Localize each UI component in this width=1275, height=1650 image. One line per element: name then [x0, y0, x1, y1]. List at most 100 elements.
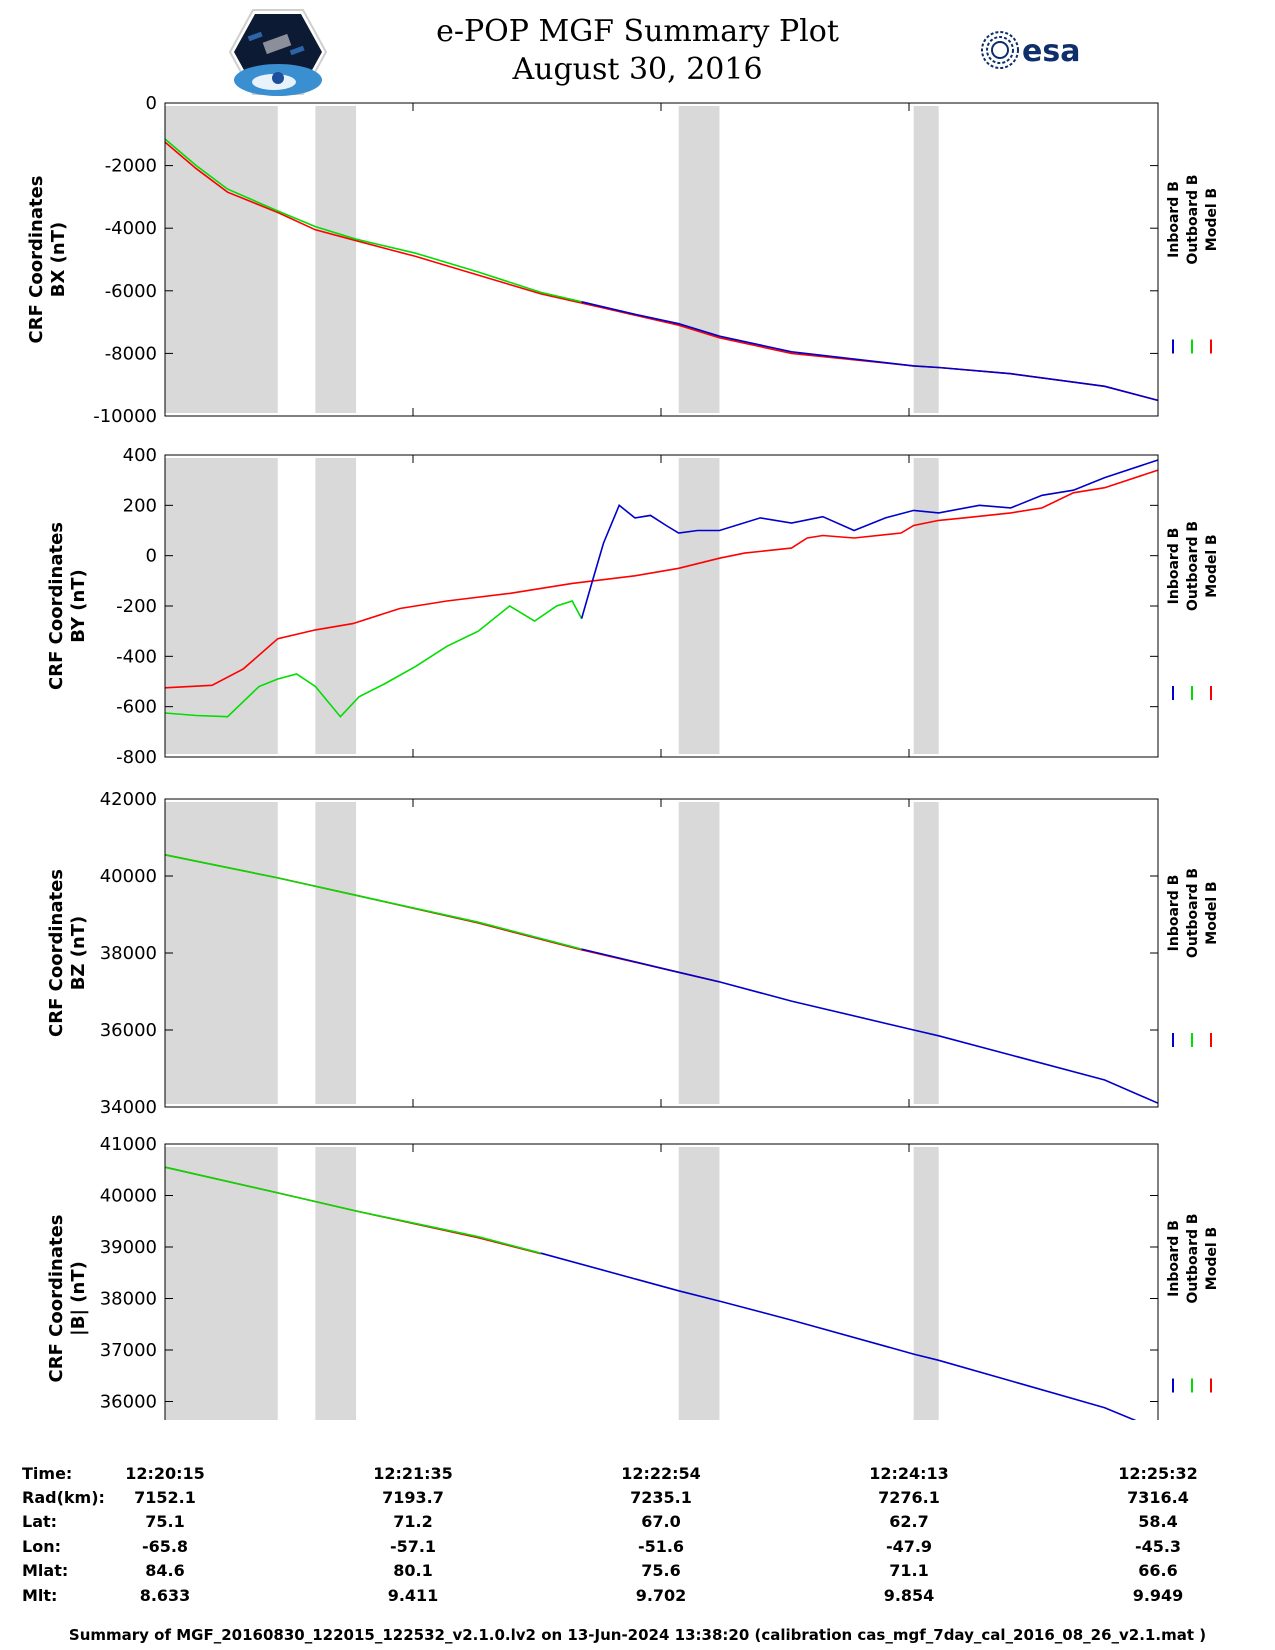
- ytick-label: -2000: [105, 156, 157, 177]
- file-caption: Summary of MGF_20160830_122015_122532_v2…: [68, 1626, 1207, 1644]
- ephemeris-cell: 67.0: [641, 1512, 681, 1531]
- ephemeris-cell: -45.3: [1134, 1537, 1182, 1556]
- plot-frame-4: [164, 1143, 1159, 1420]
- shaded-interval-3-2: [315, 802, 357, 1104]
- shaded-interval-1-4: [913, 106, 939, 413]
- ephemeris-cell: -47.9: [885, 1537, 933, 1556]
- y-axis-label-line: BX (nT): [48, 222, 69, 297]
- series-inboard-b-line-4: [540, 1252, 1137, 1420]
- ytick-label: 42000: [100, 789, 157, 810]
- legend-label: Outboard B: [1185, 521, 1201, 611]
- shaded-interval-2-3: [678, 458, 720, 754]
- ephemeris-cell: 84.6: [145, 1561, 185, 1580]
- shaded-interval-1-3: [678, 106, 720, 413]
- series-inboard-b-line-3: [581, 948, 1159, 1104]
- row-label-time: Time:: [22, 1464, 73, 1483]
- ytick-label: 34000: [100, 1097, 157, 1118]
- y-axis-label: CRF CoordinatesBY (nT): [46, 522, 89, 690]
- ephemeris-cell: 58.4: [1138, 1512, 1178, 1531]
- ephemeris-cell: 7152.1: [134, 1488, 196, 1507]
- ytick-label: 40000: [100, 866, 157, 887]
- ephemeris-cell: 62.7: [889, 1512, 929, 1531]
- shaded-interval-1-2: [315, 106, 357, 413]
- ephemeris-cell: 9.702: [635, 1586, 687, 1605]
- ephemeris-cell: 12:24:13: [869, 1464, 949, 1483]
- row-label-lat: Lat:: [22, 1512, 58, 1531]
- ytick-label: -8000: [105, 343, 157, 364]
- y-axis-label-line: CRF Coordinates: [46, 1215, 67, 1383]
- ephemeris-cell: 7235.1: [630, 1488, 692, 1507]
- ephemeris-cell: 7193.7: [382, 1488, 444, 1507]
- legend-label: Model B: [1204, 534, 1220, 597]
- shaded-interval-3-1: [165, 802, 278, 1104]
- ytick-label: 0: [146, 546, 157, 567]
- series-outboard-b-line-3: [164, 854, 582, 950]
- ephemeris-cell: -57.1: [389, 1537, 437, 1556]
- legend-label: Model B: [1204, 881, 1220, 944]
- plot-title: e-POP MGF Summary Plot: [436, 14, 839, 49]
- shaded-interval-4-4: [913, 1147, 939, 1420]
- legend-label: Outboard B: [1185, 868, 1201, 958]
- ytick-label: 0: [146, 93, 157, 114]
- y-axis-label: CRF CoordinatesBZ (nT): [46, 869, 89, 1037]
- y-axis-label-line: CRF Coordinates: [46, 869, 67, 1037]
- shaded-interval-1-1: [165, 106, 278, 413]
- row-label-radius: Rad(km):: [22, 1488, 105, 1507]
- shaded-interval-4-3: [678, 1147, 720, 1420]
- legend-label: Inboard B: [1166, 528, 1182, 605]
- cassiope-logo-icon: [228, 9, 328, 96]
- ephemeris-cell: 7276.1: [878, 1488, 940, 1507]
- row-label-mlt: Mlt:: [22, 1586, 58, 1605]
- series-outboard-b-line-2: [164, 600, 583, 718]
- ephemeris-cell: 12:22:54: [621, 1464, 701, 1483]
- ytick-label: 38000: [100, 943, 157, 964]
- legend-label: Outboard B: [1185, 1213, 1201, 1303]
- legend-label: Inboard B: [1166, 1220, 1182, 1297]
- ytick-label: -4000: [105, 218, 157, 239]
- ephemeris-cell: 9.411: [387, 1586, 439, 1605]
- ephemeris-cell: 12:20:15: [125, 1464, 205, 1483]
- ephemeris-cell: 9.949: [1132, 1586, 1184, 1605]
- y-axis-label-line: BZ (nT): [68, 916, 89, 991]
- esa-logo-text: esa: [1022, 34, 1080, 69]
- ytick-label: -6000: [105, 281, 157, 302]
- plot-frame-2: [164, 454, 1159, 758]
- ytick-label: 36000: [100, 1020, 157, 1041]
- series-model-b-line-1: [164, 141, 1159, 402]
- series-outboard-b-line-4: [164, 1166, 542, 1254]
- legend-label: Model B: [1204, 188, 1220, 251]
- ephemeris-cell: 12:25:32: [1118, 1464, 1198, 1483]
- ephemeris-cell: 75.6: [641, 1561, 681, 1580]
- y-axis-label-line: CRF Coordinates: [26, 176, 47, 344]
- legend-label: Model B: [1204, 1227, 1220, 1290]
- esa-logo: esa: [981, 31, 1080, 69]
- y-axis-label: CRF Coordinates|B| (nT): [46, 1215, 89, 1383]
- y-axis-label-line: BY (nT): [68, 569, 89, 643]
- shaded-interval-2-1: [165, 458, 278, 754]
- ytick-label: 39000: [100, 1237, 157, 1258]
- ytick-label: -400: [116, 646, 157, 667]
- ephemeris-cell: 7316.4: [1127, 1488, 1189, 1507]
- ytick-label: 40000: [100, 1186, 157, 1207]
- series-outboard-b-line-1: [164, 138, 582, 303]
- ytick-label: 36000: [100, 1392, 157, 1413]
- esa-swirl-icon: [981, 31, 1019, 69]
- ytick-label: 400: [123, 445, 157, 466]
- legend-label: Inboard B: [1166, 181, 1182, 258]
- shaded-interval-2-4: [913, 458, 939, 754]
- ephemeris-cell: -51.6: [637, 1537, 685, 1556]
- y-axis-label-line: CRF Coordinates: [46, 522, 67, 690]
- shaded-interval-3-3: [678, 802, 720, 1104]
- ephemeris-cell: 71.1: [889, 1561, 929, 1580]
- plot-frame-3: [164, 798, 1159, 1108]
- ephemeris-cell: -65.8: [141, 1537, 189, 1556]
- plot-date: August 30, 2016: [512, 52, 763, 87]
- ytick-label: 37000: [100, 1340, 157, 1361]
- ephemeris-cell: 66.6: [1138, 1561, 1178, 1580]
- ephemeris-cell: 75.1: [145, 1512, 185, 1531]
- ytick-label: 41000: [100, 1134, 157, 1155]
- plot-frame-1: [164, 102, 1159, 417]
- legend-label: Outboard B: [1185, 174, 1201, 264]
- shaded-interval-4-1: [165, 1147, 278, 1420]
